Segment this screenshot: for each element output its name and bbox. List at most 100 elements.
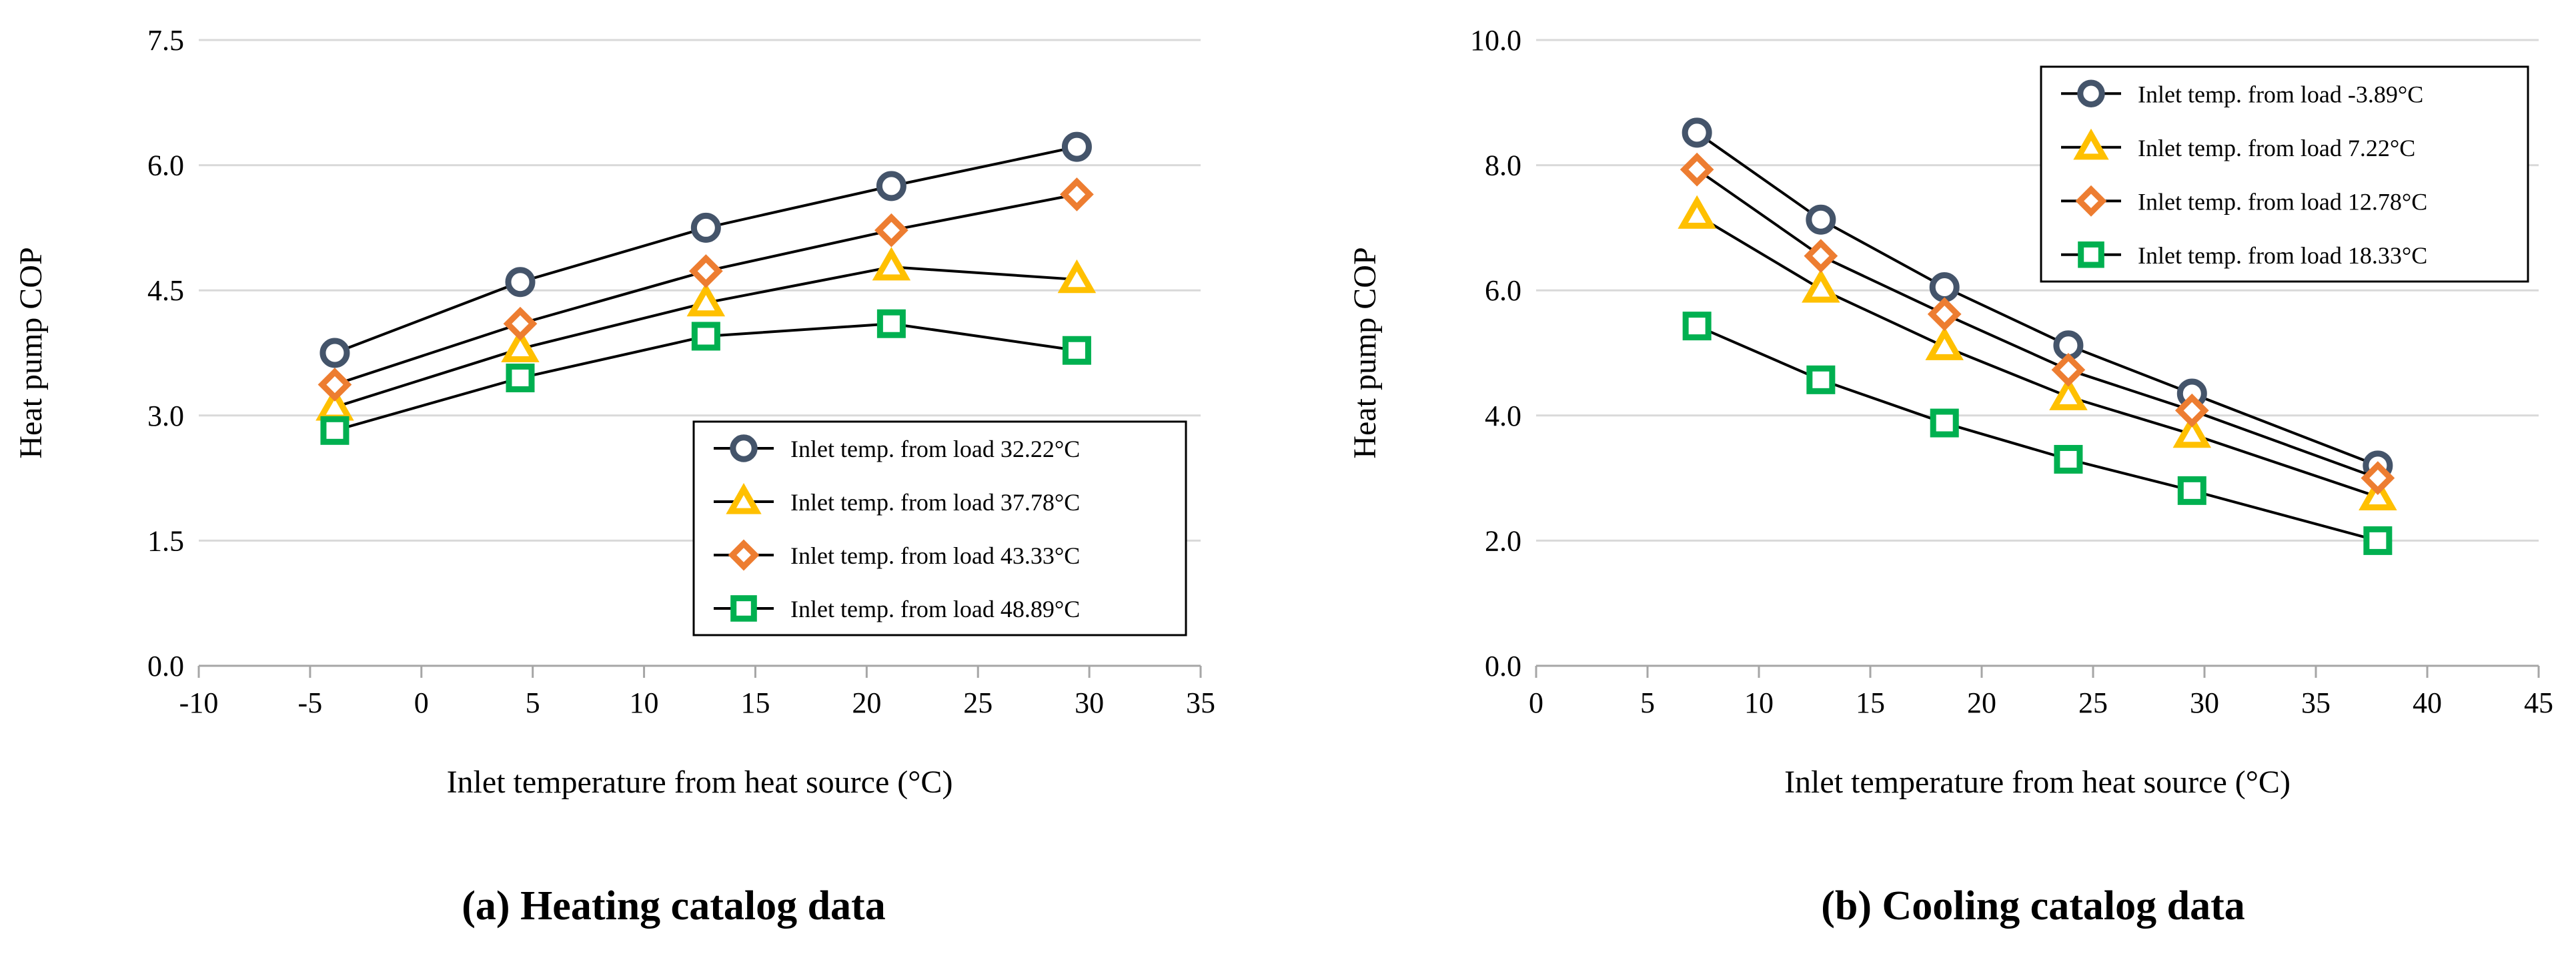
x-tick-label: 40 [2413,686,2442,719]
legend-label: Inlet temp. from load 37.78°C [790,489,1080,516]
data-point-square-marker [2177,476,2206,505]
x-tick-label: 45 [2524,686,2553,719]
legend-circle-marker [730,434,758,462]
series-2 [315,247,1097,421]
legend-label: Inlet temp. from load 7.22°C [2138,135,2415,161]
x-tick-label: 25 [2078,686,2108,719]
legend-label: Inlet temp. from load 48.89°C [790,596,1080,622]
legend-diamond-marker [728,539,760,571]
data-point-circle-marker [1929,272,1960,303]
data-point-square-marker [1806,365,1836,394]
heating-chart-panel: 0.0 1.5 3.0 4.5 6.0 7.5 -10 -5 0 5 10 15 20 25 30 35 Inl… [13,24,1215,929]
data-point-diamond-marker [317,368,352,402]
data-point-triangle-marker [2049,376,2088,410]
y-tick-label: 2.0 [1485,524,1521,557]
data-point-triangle-marker [2172,414,2212,448]
data-point-triangle-marker [2359,476,2397,510]
legend-circle-marker [2077,79,2105,107]
x-tick-label: -10 [179,686,219,719]
legend-square-marker [730,595,757,622]
x-tick-label: 10 [1744,686,1774,719]
legend-square-marker [2078,241,2104,268]
x-tick-label: 10 [630,686,659,719]
series-4 [1682,312,2393,555]
data-point-diamond-marker [688,254,723,288]
legend-item: Inlet temp. from load 7.22°C [2061,128,2415,161]
legend-item: Inlet temp. from load 32.22°C [714,434,1080,462]
series-3 [1680,152,2395,495]
data-point-diamond-marker [1060,177,1094,211]
legend-label: Inlet temp. from load -3.89°C [2138,81,2423,107]
series-line [1696,324,2379,542]
y-tick-label: 0.0 [147,650,184,682]
y-tick-label: 3.0 [147,400,184,432]
y-tick-label: 4.5 [147,274,184,307]
legend-item: Inlet temp. from load -3.89°C [2061,79,2423,107]
x-tick-label: 20 [1967,686,1996,719]
data-point-square-marker [1682,312,1712,341]
series-line [1696,213,2379,498]
x-tick-label: 5 [526,686,540,719]
legend-triangle-marker [2073,128,2109,160]
legend-item: Inlet temp. from load 48.89°C [714,595,1080,622]
x-tick-label: 30 [2190,686,2219,719]
x-tick-label: 30 [1075,686,1104,719]
data-point-circle-marker [876,171,906,201]
series-3 [317,177,1094,402]
data-point-diamond-marker [874,213,908,248]
x-tick-label: 35 [1186,686,1215,719]
series-line [1696,131,2379,467]
chart-caption: (b) Cooling catalog data [1821,883,2245,929]
data-point-triangle-marker [1802,269,1840,303]
x-tick-label: 5 [1640,686,1655,719]
x-tick-label: 0 [414,686,429,719]
data-point-square-marker [1930,408,1959,438]
data-point-diamond-marker [2051,352,2086,387]
cooling-chart-panel: 0.0 2.0 4.0 6.0 8.0 10.0 0 5 10 15 20 25 30 35 40 45 Inl… [1347,24,2553,929]
data-point-triangle-marker [1678,195,1716,229]
data-point-square-marker [320,416,350,445]
data-point-diamond-marker [1927,297,1962,332]
x-axis-title: Inlet temperature from heat source (°C) [1784,765,2291,800]
legend-label: Inlet temp. from load 18.33°C [2138,242,2427,269]
data-point-square-marker [2054,444,2083,474]
x-tick-label: 35 [2301,686,2331,719]
data-point-diamond-marker [503,306,538,341]
legend-box [2040,65,2529,283]
legend-triangle-marker [726,483,762,514]
data-point-circle-marker [505,267,536,298]
x-tick-label: 0 [1529,686,1543,719]
legend-label: Inlet temp. from load 12.78°C [2138,188,2427,215]
series-1 [1682,117,2393,481]
chart-caption: (a) Heating catalog data [462,883,885,929]
data-point-circle-marker [1061,131,1092,162]
legend-box [692,420,1187,636]
legend-label: Inlet temp. from load 43.33°C [790,542,1080,569]
data-point-triangle-marker [1925,326,1964,360]
data-point-circle-marker [319,338,350,368]
y-tick-label: 10.0 [1470,24,1521,57]
legend: Inlet temp. from load 32.22°C Inlet temp.… [692,420,1187,636]
data-point-diamond-marker [1680,152,1714,187]
data-point-diamond-marker [2361,461,2395,495]
y-tick-label: 7.5 [147,24,184,57]
data-point-circle-marker [690,212,721,243]
y-tick-label: 8.0 [1485,149,1521,182]
data-point-square-marker [876,309,906,338]
data-point-triangle-marker [686,282,726,317]
series-4 [320,309,1091,445]
y-axis-title: Heat pump COP [1347,247,1383,458]
legend-item: Inlet temp. from load 12.78°C [2061,185,2427,217]
data-point-triangle-marker [1057,259,1097,294]
data-point-circle-marker [1682,117,1712,148]
data-point-square-marker [2363,526,2393,555]
x-tick-label: 20 [852,686,881,719]
data-point-diamond-marker [1804,239,1838,273]
series-2 [1678,195,2397,510]
y-tick-label: 1.5 [147,524,184,557]
x-axis-title: Inlet temperature from heat source (°C) [447,765,953,800]
y-axis-title: Heat pump COP [13,247,49,458]
data-point-diamond-marker [2174,393,2209,428]
series-line [1696,168,2379,480]
